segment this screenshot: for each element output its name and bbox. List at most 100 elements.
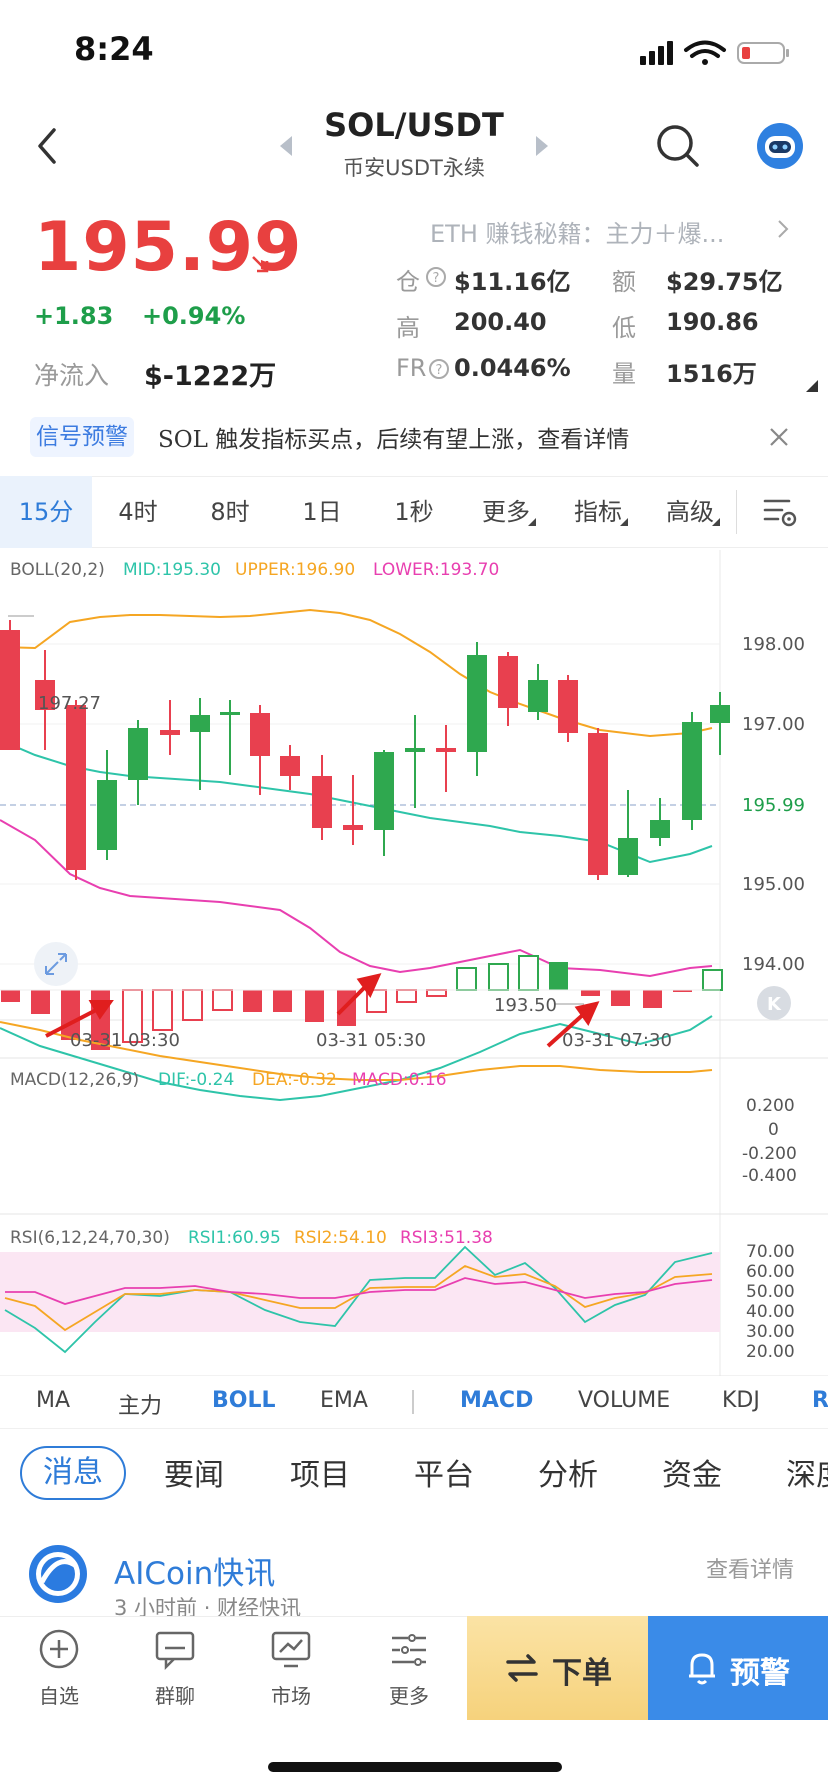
more-icon[interactable] xyxy=(388,1632,430,1668)
timeframe-bar xyxy=(0,476,828,548)
news-tab-headlines[interactable]: 要闻 xyxy=(164,1458,224,1493)
next-pair-icon[interactable] xyxy=(534,134,550,158)
signal-icon xyxy=(640,41,673,65)
tf-1s[interactable]: 1秒 xyxy=(394,498,434,526)
tf-more[interactable]: 更多 xyxy=(482,498,530,526)
search-icon[interactable] xyxy=(656,124,700,168)
price-change-abs: +1.83 xyxy=(34,302,114,330)
tf-15m[interactable]: 15分 xyxy=(0,476,92,548)
macd-axis-3: -0.200 xyxy=(742,1144,797,1164)
alert-button[interactable] xyxy=(648,1616,828,1720)
ind-boll[interactable]: BOLL xyxy=(212,1388,276,1413)
netflow-value: $-1222万 xyxy=(144,361,277,392)
rsi-axis-70: 70.00 xyxy=(746,1242,795,1262)
fullscreen-icon[interactable] xyxy=(34,942,78,986)
promo-link[interactable]: ETH 赚钱秘籍：主力＋爆... xyxy=(430,220,725,248)
nav-favorites[interactable]: 自选 xyxy=(39,1684,79,1708)
macd-axis-4: -0.400 xyxy=(742,1166,797,1186)
candle-body xyxy=(650,820,670,838)
ind-ema[interactable]: EMA xyxy=(320,1388,368,1413)
rsi1-line xyxy=(4,1245,713,1354)
robot-avatar-icon[interactable] xyxy=(756,122,804,170)
candle-body xyxy=(682,722,702,820)
macd-bar xyxy=(182,989,203,1021)
news-tab-platforms[interactable]: 平台 xyxy=(414,1458,474,1493)
boll-mid: MID:195.30 xyxy=(123,560,221,580)
aicoin-logo-icon xyxy=(29,1545,87,1603)
tf-8h[interactable]: 8时 xyxy=(210,498,250,526)
news-tab-analysis[interactable]: 分析 xyxy=(538,1458,598,1493)
market-icon[interactable] xyxy=(270,1630,312,1670)
candle-body xyxy=(405,748,425,752)
candle-body xyxy=(710,705,730,723)
kline-chart[interactable]: K xyxy=(0,550,828,1376)
news-more-link[interactable]: 查看详情 xyxy=(706,1558,795,1583)
svg-text:K: K xyxy=(767,994,782,1015)
time-label-2: 03-31 05:30 xyxy=(316,1030,426,1051)
ind-r[interactable]: R xyxy=(812,1388,828,1413)
ind-ma[interactable]: MA xyxy=(36,1388,71,1413)
macd-bar xyxy=(396,989,417,1003)
signal-text[interactable]: SOL 触发指标买点，后续有望上涨，查看详情 xyxy=(158,427,630,453)
help-icon[interactable]: ? xyxy=(425,266,447,288)
rsi-axis-60: 60.00 xyxy=(746,1262,795,1282)
back-icon[interactable] xyxy=(34,126,58,166)
ind-kdj[interactable]: KDJ xyxy=(722,1388,760,1413)
news-tab-projects[interactable]: 项目 xyxy=(290,1458,350,1493)
macd-dif-line xyxy=(0,1015,713,1102)
news-tab-funds[interactable]: 资金 xyxy=(662,1458,722,1493)
order-label[interactable]: 下单 xyxy=(552,1656,612,1691)
news-tab-depth[interactable]: 深度 xyxy=(786,1458,828,1493)
tf-indicators[interactable]: 指标 xyxy=(574,498,622,526)
k-logo-icon[interactable]: K xyxy=(757,986,791,1020)
wifi-icon xyxy=(684,40,726,65)
rsi-axis-30: 30.00 xyxy=(746,1322,795,1342)
macd-bar xyxy=(243,990,262,1012)
tf-1d[interactable]: 1日 xyxy=(302,498,342,526)
alert-label[interactable]: 预警 xyxy=(730,1656,790,1691)
add-favorite-icon[interactable] xyxy=(38,1628,80,1670)
pair-title[interactable]: SOL/USDT xyxy=(324,106,504,144)
candle-body xyxy=(618,838,638,875)
prev-pair-icon[interactable] xyxy=(278,134,294,158)
candles xyxy=(0,620,730,880)
ind-macd[interactable]: MACD xyxy=(460,1388,534,1413)
macd-dea-line xyxy=(0,1021,713,1081)
candle-body xyxy=(190,715,210,732)
axis-198: 198.00 xyxy=(742,634,805,655)
nav-group-chat[interactable]: 群聊 xyxy=(155,1684,195,1708)
vol-value: 1516万 xyxy=(666,360,757,388)
macd-bar xyxy=(456,967,477,991)
tf-advanced[interactable]: 高级 xyxy=(666,498,714,526)
macd-name: MACD(12,26,9) xyxy=(10,1070,140,1090)
macd-bar xyxy=(702,969,723,991)
close-icon[interactable] xyxy=(768,426,790,448)
tf-4h[interactable]: 4时 xyxy=(118,498,158,526)
news-tab-messages[interactable]: 消息 xyxy=(20,1446,126,1500)
rsi-name: RSI(6,12,24,70,30) xyxy=(10,1228,170,1248)
rsi3-line xyxy=(5,1277,713,1305)
candle-body xyxy=(528,680,548,712)
axis-194: 194.00 xyxy=(742,954,805,975)
nav-more[interactable]: 更多 xyxy=(389,1684,429,1708)
nav-market[interactable]: 市场 xyxy=(271,1684,311,1708)
macd-bar xyxy=(426,989,447,997)
axis-last-price: 195.99 xyxy=(742,795,805,816)
news-source[interactable]: AICoin快讯 xyxy=(114,1556,276,1592)
order-button[interactable] xyxy=(467,1616,648,1720)
down-arrow-icon xyxy=(252,256,269,273)
svg-text:?: ? xyxy=(433,271,440,286)
ind-main[interactable]: 主力 xyxy=(118,1394,163,1419)
macd-bar xyxy=(581,990,600,996)
ind-volume[interactable]: VOLUME xyxy=(578,1388,671,1413)
rsi3-value: RSI3:51.38 xyxy=(400,1228,493,1248)
svg-text:?: ? xyxy=(436,363,443,378)
chevron-right-icon[interactable] xyxy=(776,218,790,240)
boll-upper: UPPER:196.90 xyxy=(235,560,356,580)
candle-body xyxy=(35,680,55,710)
group-chat-icon[interactable] xyxy=(154,1630,196,1670)
candle-body xyxy=(97,780,117,850)
chart-settings-icon[interactable] xyxy=(762,496,798,528)
expand-corner-icon[interactable] xyxy=(806,380,818,392)
help-icon[interactable]: ? xyxy=(428,358,450,380)
